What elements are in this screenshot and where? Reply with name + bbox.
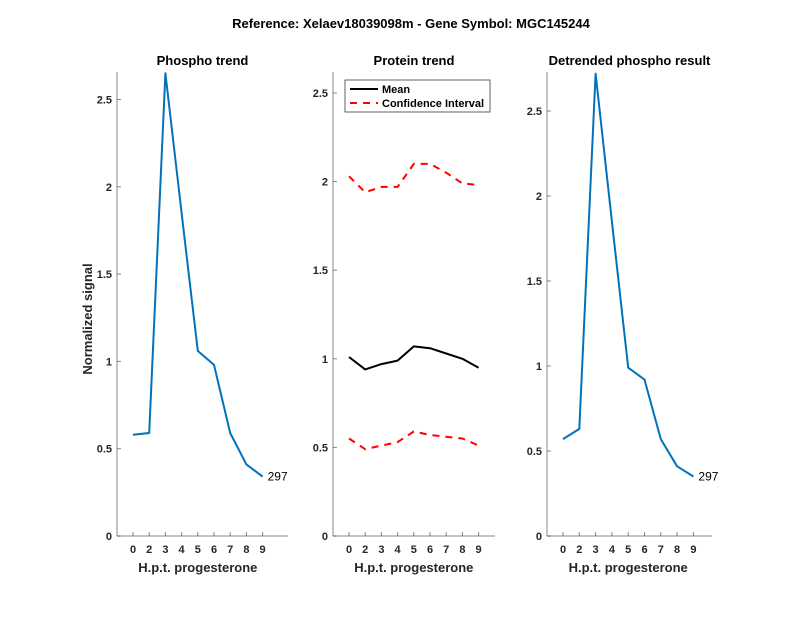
legend: Mean Confidence Interval (344, 79, 491, 113)
x-tick-label: 5 (625, 544, 631, 556)
x-tick-label: 3 (593, 544, 599, 556)
x-tick-label: 9 (260, 544, 266, 556)
panel-title: Phospho trend (157, 53, 249, 68)
x-tick-label: 6 (211, 544, 217, 556)
x-tick-label: 9 (690, 544, 696, 556)
x-tick-label: 2 (362, 544, 368, 556)
y-tick-label: 1 (322, 354, 328, 366)
x-tick-label: 5 (195, 544, 201, 556)
x-tick-label: 8 (459, 544, 465, 556)
y-tick-label: 2 (106, 182, 112, 194)
y-tick-label: 2 (322, 177, 328, 189)
y-tick-label: 0 (322, 531, 328, 543)
x-tick-label: 0 (346, 544, 352, 556)
x-tick-label: 0 (560, 544, 566, 556)
x-tick-label: 6 (427, 544, 433, 556)
y-tick-label: 1.5 (313, 265, 328, 277)
y-axis-label: Normalized signal (80, 263, 95, 374)
x-tick-label: 0 (130, 544, 136, 556)
x-tick-label: 2 (576, 544, 582, 556)
y-tick-label: 1 (106, 356, 112, 368)
panel-title: Protein trend (374, 53, 455, 68)
series-line-phospho (132, 72, 264, 478)
x-tick-label: 8 (674, 544, 680, 556)
y-tick-label: 0.5 (313, 442, 328, 454)
series-line-confidence-interval-lower (348, 430, 480, 451)
series-line-mean (348, 345, 480, 371)
x-tick-label: 9 (476, 544, 482, 556)
figure-title: Reference: Xelaev18039098m - Gene Symbol… (232, 16, 590, 31)
legend-label-ci: Confidence Interval (382, 98, 484, 110)
y-tick-label: 0.5 (527, 446, 542, 458)
x-axis-label: H.p.t. progesterone (569, 560, 688, 575)
y-tick-label: 2.5 (527, 106, 542, 118)
y-tick-label: 2.5 (97, 95, 112, 107)
legend-label-mean: Mean (382, 84, 410, 96)
x-tick-label: 6 (641, 544, 647, 556)
y-tick-label: 1.5 (97, 269, 112, 281)
x-tick-label: 5 (411, 544, 417, 556)
x-tick-label: 7 (443, 544, 449, 556)
panel-title: Detrended phospho result (549, 53, 711, 68)
point-annotation: 297 (698, 470, 718, 484)
y-tick-label: 0.5 (97, 444, 112, 456)
x-axis-label: H.p.t. progesterone (138, 560, 257, 575)
x-tick-label: 7 (227, 544, 233, 556)
y-tick-label: 1.5 (527, 276, 542, 288)
x-tick-label: 3 (162, 544, 168, 556)
legend-box (344, 79, 491, 113)
point-annotation: 297 (268, 470, 288, 484)
x-tick-label: 4 (179, 544, 186, 556)
x-tick-label: 2 (146, 544, 152, 556)
y-tick-label: 0 (106, 531, 112, 543)
series-line-detrended (562, 72, 694, 478)
x-tick-label: 3 (378, 544, 384, 556)
y-tick-label: 1 (536, 361, 542, 373)
x-tick-label: 4 (609, 544, 616, 556)
y-tick-label: 0 (536, 531, 542, 543)
x-axis-label: H.p.t. progesterone (354, 560, 473, 575)
y-tick-label: 2 (536, 191, 542, 203)
y-tick-label: 2.5 (313, 88, 328, 100)
x-tick-label: 7 (658, 544, 664, 556)
x-tick-label: 8 (243, 544, 249, 556)
x-tick-label: 4 (395, 544, 402, 556)
series-line-confidence-interval-upper (348, 162, 479, 194)
